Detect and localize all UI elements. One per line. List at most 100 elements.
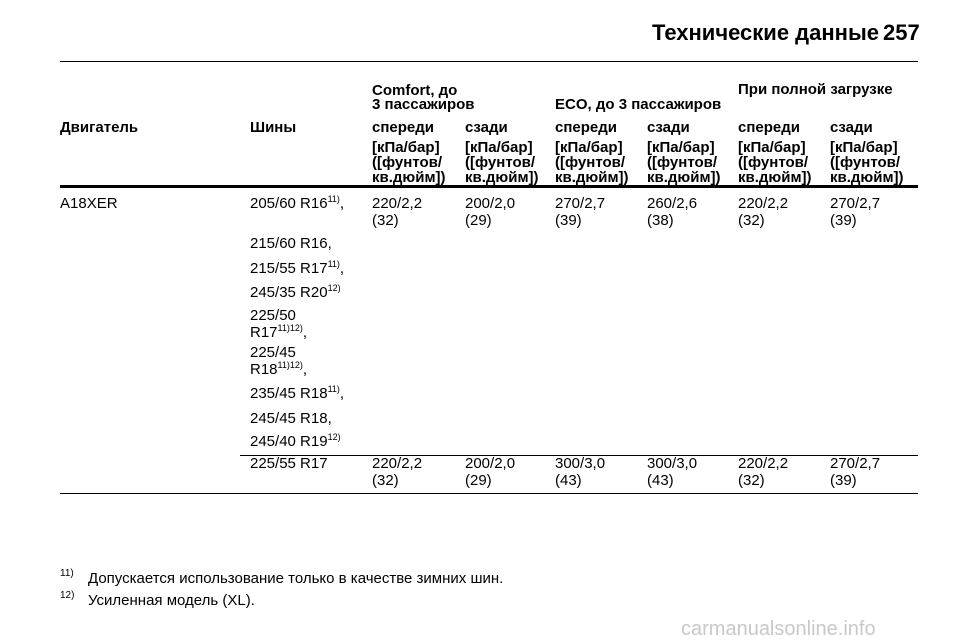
column-units: кв.дюйм]) [830,169,904,186]
tire-line: 225/45 [250,344,307,361]
group-header: Comfort, до [372,82,458,99]
column-header: спереди [372,119,434,136]
footnote-ref: 12) [327,432,341,442]
tire-size: 215/60 R16 [250,235,328,252]
tire-entry: 215/60 R16, [250,235,332,252]
separator: , [327,235,332,252]
column-header: спереди [738,119,800,136]
tire-line: 205/60 R1611), [250,195,344,213]
footnote-text: Допускается использование только в качес… [88,570,504,587]
column-units: ([фунтов/ [830,154,901,171]
pressure-value: 270/2,7 [555,195,606,212]
footnote-text: Усиленная модель (XL). [88,592,255,609]
tire-entry: 225/45 R1811)12), [250,344,307,378]
tire-size: 225/55 R17 [250,455,328,472]
footnote-ref: 11) [327,259,340,269]
pressure-value: (38) [647,212,674,229]
column-units: ([фунтов/ [465,154,536,171]
header-rule [60,185,918,188]
pressure-value: 200/2,0 [465,455,516,472]
column-units: ([фунтов/ [647,154,718,171]
tire-size: 225/45 [250,344,296,361]
tire-entry: 245/45 R18, [250,410,332,427]
tire-size: 245/45 R18 [250,410,328,427]
pressure-value: 220/2,2 [372,195,423,212]
column-units: кв.дюйм]) [555,169,629,186]
tire-entry: 245/35 R2012) [250,283,341,302]
column-units: ([фунтов/ [372,154,443,171]
tire-line: 245/40 R1912) [250,432,341,451]
pressure-value: 260/2,6 [647,195,698,212]
column-units: кв.дюйм]) [372,169,446,186]
separator: , [339,385,345,402]
tire-entry: 245/40 R1912) [250,432,341,451]
tire-size: R18 [250,361,278,378]
footnote-ref: 11) [327,384,340,394]
column-header: Двигатель [60,119,139,136]
tire-entry: 205/60 R1611), [250,195,344,213]
tire-line: 215/60 R16, [250,235,332,252]
column-units: ([фунтов/ [555,154,626,171]
column-header: спереди [555,119,617,136]
separator: , [327,410,332,427]
column-units: [кПа/бар] [830,139,898,156]
column-units: кв.дюйм]) [465,169,539,186]
pressure-value: (43) [555,472,582,489]
pressure-value: (39) [830,212,857,229]
tire-line: 225/55 R17 [250,455,328,472]
pressure-value: 200/2,0 [465,195,516,212]
group-header: ECO, до 3 пассажиров [555,96,722,113]
tire-entry: 225/50 R1711)12), [250,307,307,341]
footnote-mark: 11) [60,568,74,579]
column-units: [кПа/бар] [647,139,715,156]
pressure-value: 270/2,7 [830,195,881,212]
tire-size: 205/60 R16 [250,195,328,212]
page-number: 257 [883,20,920,45]
column-units: [кПа/бар] [555,139,623,156]
pressure-value: (39) [830,472,857,489]
pressure-value: (43) [647,472,674,489]
tire-entry: 235/45 R1811), [250,384,345,403]
pressure-value: (29) [465,212,492,229]
header-title: Технические данные [652,20,879,45]
footnote-ref: 11)12) [277,323,303,333]
footnote-ref: 12) [327,283,341,293]
tire-size: R17 [250,324,278,341]
tire-size: 245/40 R19 [250,433,328,450]
pressure-value: 300/3,0 [647,455,698,472]
tire-size: 225/50 [250,307,296,324]
tire-line: 215/55 R1711), [250,259,345,278]
column-units: ([фунтов/ [738,154,809,171]
separator: , [302,324,308,341]
pressure-value: 220/2,2 [738,455,789,472]
engine-cell: A18XER [60,195,118,212]
pressure-value: (29) [465,472,492,489]
column-units: [кПа/бар] [465,139,533,156]
top-rule [60,61,918,62]
group-header: 3 пассажиров [372,96,475,113]
tire-line: 235/45 R1811), [250,384,345,403]
tire-line: R1711)12), [250,323,308,342]
tire-size: 215/55 R17 [250,260,328,277]
group-header: При полной загрузке [738,81,893,98]
column-header: сзади [647,119,690,136]
row-rule [240,455,918,456]
tire-size: 245/35 R20 [250,284,328,301]
tire-line: 245/45 R18, [250,410,332,427]
footnote-ref: 11)12) [277,360,303,370]
pressure-value: (32) [372,472,399,489]
separator: , [339,260,345,277]
tire-line: R1811)12), [250,360,308,379]
column-units: кв.дюйм]) [738,169,812,186]
pressure-value: 220/2,2 [372,455,423,472]
column-header: сзади [830,119,873,136]
pressure-value: 300/3,0 [555,455,606,472]
column-units: кв.дюйм]) [647,169,721,186]
bottom-rule [60,493,918,494]
pressure-value: (32) [372,212,399,229]
column-header: сзади [465,119,508,136]
footnote-mark: 12) [60,590,75,601]
tire-line: 245/35 R2012) [250,283,341,302]
separator: , [302,361,308,378]
pressure-value: (32) [738,472,765,489]
